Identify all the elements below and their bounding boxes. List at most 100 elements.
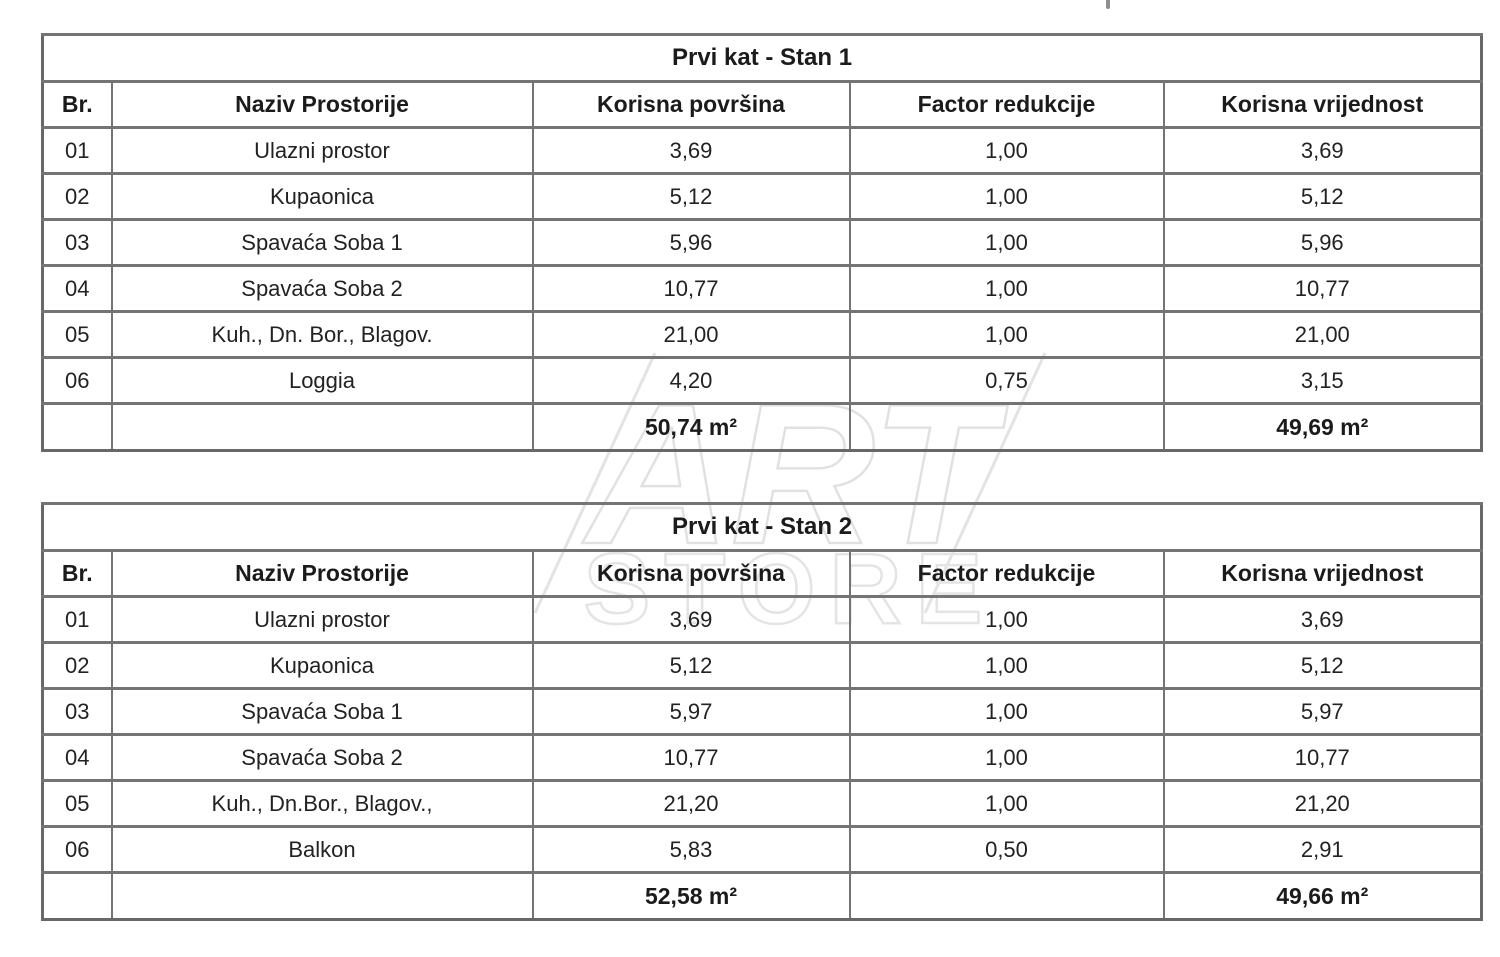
table-row: 05 Kuh., Dn.Bor., Blagov., 21,20 1,00 21… xyxy=(41,779,1483,828)
col-header-name: Naziv Prostorije xyxy=(110,549,534,598)
table-header-row: Br. Naziv Prostorije Korisna površina Fa… xyxy=(41,80,1483,129)
table-title: Prvi kat - Stan 2 xyxy=(41,502,1483,552)
table-total-row: 52,58 m² 49,66 m² xyxy=(41,871,1483,921)
cell-area: 21,00 xyxy=(531,310,851,359)
cell-area: 10,77 xyxy=(531,264,851,313)
table-row: 05 Kuh., Dn. Bor., Blagov. 21,00 1,00 21… xyxy=(41,310,1483,359)
cell-name: Ulazni prostor xyxy=(110,595,534,644)
cell-name: Spavaća Soba 2 xyxy=(110,264,534,313)
cell-factor: 1,00 xyxy=(848,595,1165,644)
cell-num: 01 xyxy=(41,126,113,175)
cell-factor: 1,00 xyxy=(848,310,1165,359)
cell-name: Ulazni prostor xyxy=(110,126,534,175)
cell-num: 03 xyxy=(41,218,113,267)
table-row: 04 Spavaća Soba 2 10,77 1,00 10,77 xyxy=(41,264,1483,313)
empty-cell xyxy=(41,871,113,921)
col-header-br: Br. xyxy=(41,80,113,129)
cell-area: 21,20 xyxy=(531,779,851,828)
col-header-value: Korisna vrijednost xyxy=(1162,80,1483,129)
table-row: 01 Ulazni prostor 3,69 1,00 3,69 xyxy=(41,126,1483,175)
cell-name: Spavaća Soba 1 xyxy=(110,687,534,736)
cell-value: 10,77 xyxy=(1162,733,1483,782)
table-total-row: 50,74 m² 49,69 m² xyxy=(41,402,1483,452)
table-row: 02 Kupaonica 5,12 1,00 5,12 xyxy=(41,172,1483,221)
cell-name: Balkon xyxy=(110,825,534,874)
cell-factor: 1,00 xyxy=(848,687,1165,736)
cell-area: 5,12 xyxy=(531,172,851,221)
table-row: 04 Spavaća Soba 2 10,77 1,00 10,77 xyxy=(41,733,1483,782)
cell-factor: 1,00 xyxy=(848,779,1165,828)
cell-value: 3,15 xyxy=(1162,356,1483,405)
col-header-br: Br. xyxy=(41,549,113,598)
table-stan-2: Prvi kat - Stan 2 Br. Naziv Prostorije K… xyxy=(41,502,1484,921)
cell-area: 5,12 xyxy=(531,641,851,690)
table-header-row: Br. Naziv Prostorije Korisna površina Fa… xyxy=(41,549,1483,598)
cell-name: Kuh., Dn.Bor., Blagov., xyxy=(110,779,534,828)
cell-area: 5,96 xyxy=(531,218,851,267)
cell-value: 5,12 xyxy=(1162,172,1483,221)
total-area: 50,74 m² xyxy=(531,402,851,452)
table-row: Prvi kat - Stan 1 xyxy=(41,33,1483,83)
cell-factor: 1,00 xyxy=(848,641,1165,690)
cell-factor: 1,00 xyxy=(848,126,1165,175)
cell-value: 3,69 xyxy=(1162,126,1483,175)
cell-num: 06 xyxy=(41,356,113,405)
cell-factor: 1,00 xyxy=(848,733,1165,782)
total-value: 49,69 m² xyxy=(1162,402,1483,452)
table-row: 06 Balkon 5,83 0,50 2,91 xyxy=(41,825,1483,874)
cell-num: 05 xyxy=(41,779,113,828)
cell-name: Kuh., Dn. Bor., Blagov. xyxy=(110,310,534,359)
empty-cell xyxy=(41,402,113,452)
col-header-area: Korisna površina xyxy=(531,80,851,129)
col-header-area: Korisna površina xyxy=(531,549,851,598)
table-title: Prvi kat - Stan 1 xyxy=(41,33,1483,83)
cell-value: 3,69 xyxy=(1162,595,1483,644)
cell-name: Kupaonica xyxy=(110,641,534,690)
col-header-factor: Factor redukcije xyxy=(848,80,1165,129)
table-stan-1: Prvi kat - Stan 1 Br. Naziv Prostorije K… xyxy=(41,33,1484,452)
cell-area: 5,83 xyxy=(531,825,851,874)
cell-area: 4,20 xyxy=(531,356,851,405)
cell-num: 05 xyxy=(41,310,113,359)
cell-value: 5,96 xyxy=(1162,218,1483,267)
cell-num: 02 xyxy=(41,641,113,690)
col-header-value: Korisna vrijednost xyxy=(1162,549,1483,598)
cell-num: 04 xyxy=(41,733,113,782)
cell-num: 02 xyxy=(41,172,113,221)
cell-num: 01 xyxy=(41,595,113,644)
table-row: 02 Kupaonica 5,12 1,00 5,12 xyxy=(41,641,1483,690)
cell-value: 5,12 xyxy=(1162,641,1483,690)
col-header-name: Naziv Prostorije xyxy=(110,80,534,129)
empty-cell xyxy=(848,402,1165,452)
cell-num: 04 xyxy=(41,264,113,313)
cell-value: 10,77 xyxy=(1162,264,1483,313)
table-row: 06 Loggia 4,20 0,75 3,15 xyxy=(41,356,1483,405)
cell-num: 03 xyxy=(41,687,113,736)
cell-name: Loggia xyxy=(110,356,534,405)
cell-name: Spavaća Soba 2 xyxy=(110,733,534,782)
cell-value: 21,00 xyxy=(1162,310,1483,359)
cell-name: Spavaća Soba 1 xyxy=(110,218,534,267)
cell-factor: 1,00 xyxy=(848,264,1165,313)
cell-factor: 0,75 xyxy=(848,356,1165,405)
table-row: Prvi kat - Stan 2 xyxy=(41,502,1483,552)
cell-area: 3,69 xyxy=(531,126,851,175)
total-value: 49,66 m² xyxy=(1162,871,1483,921)
cell-name: Kupaonica xyxy=(110,172,534,221)
cell-factor: 1,00 xyxy=(848,218,1165,267)
total-area: 52,58 m² xyxy=(531,871,851,921)
table-row: 01 Ulazni prostor 3,69 1,00 3,69 xyxy=(41,595,1483,644)
cell-area: 3,69 xyxy=(531,595,851,644)
scan-artifact-mark xyxy=(1106,0,1110,9)
cell-value: 21,20 xyxy=(1162,779,1483,828)
cell-value: 5,97 xyxy=(1162,687,1483,736)
cell-area: 10,77 xyxy=(531,733,851,782)
empty-cell xyxy=(848,871,1165,921)
col-header-factor: Factor redukcije xyxy=(848,549,1165,598)
cell-value: 2,91 xyxy=(1162,825,1483,874)
table-row: 03 Spavaća Soba 1 5,97 1,00 5,97 xyxy=(41,687,1483,736)
table-row: 03 Spavaća Soba 1 5,96 1,00 5,96 xyxy=(41,218,1483,267)
cell-area: 5,97 xyxy=(531,687,851,736)
cell-num: 06 xyxy=(41,825,113,874)
